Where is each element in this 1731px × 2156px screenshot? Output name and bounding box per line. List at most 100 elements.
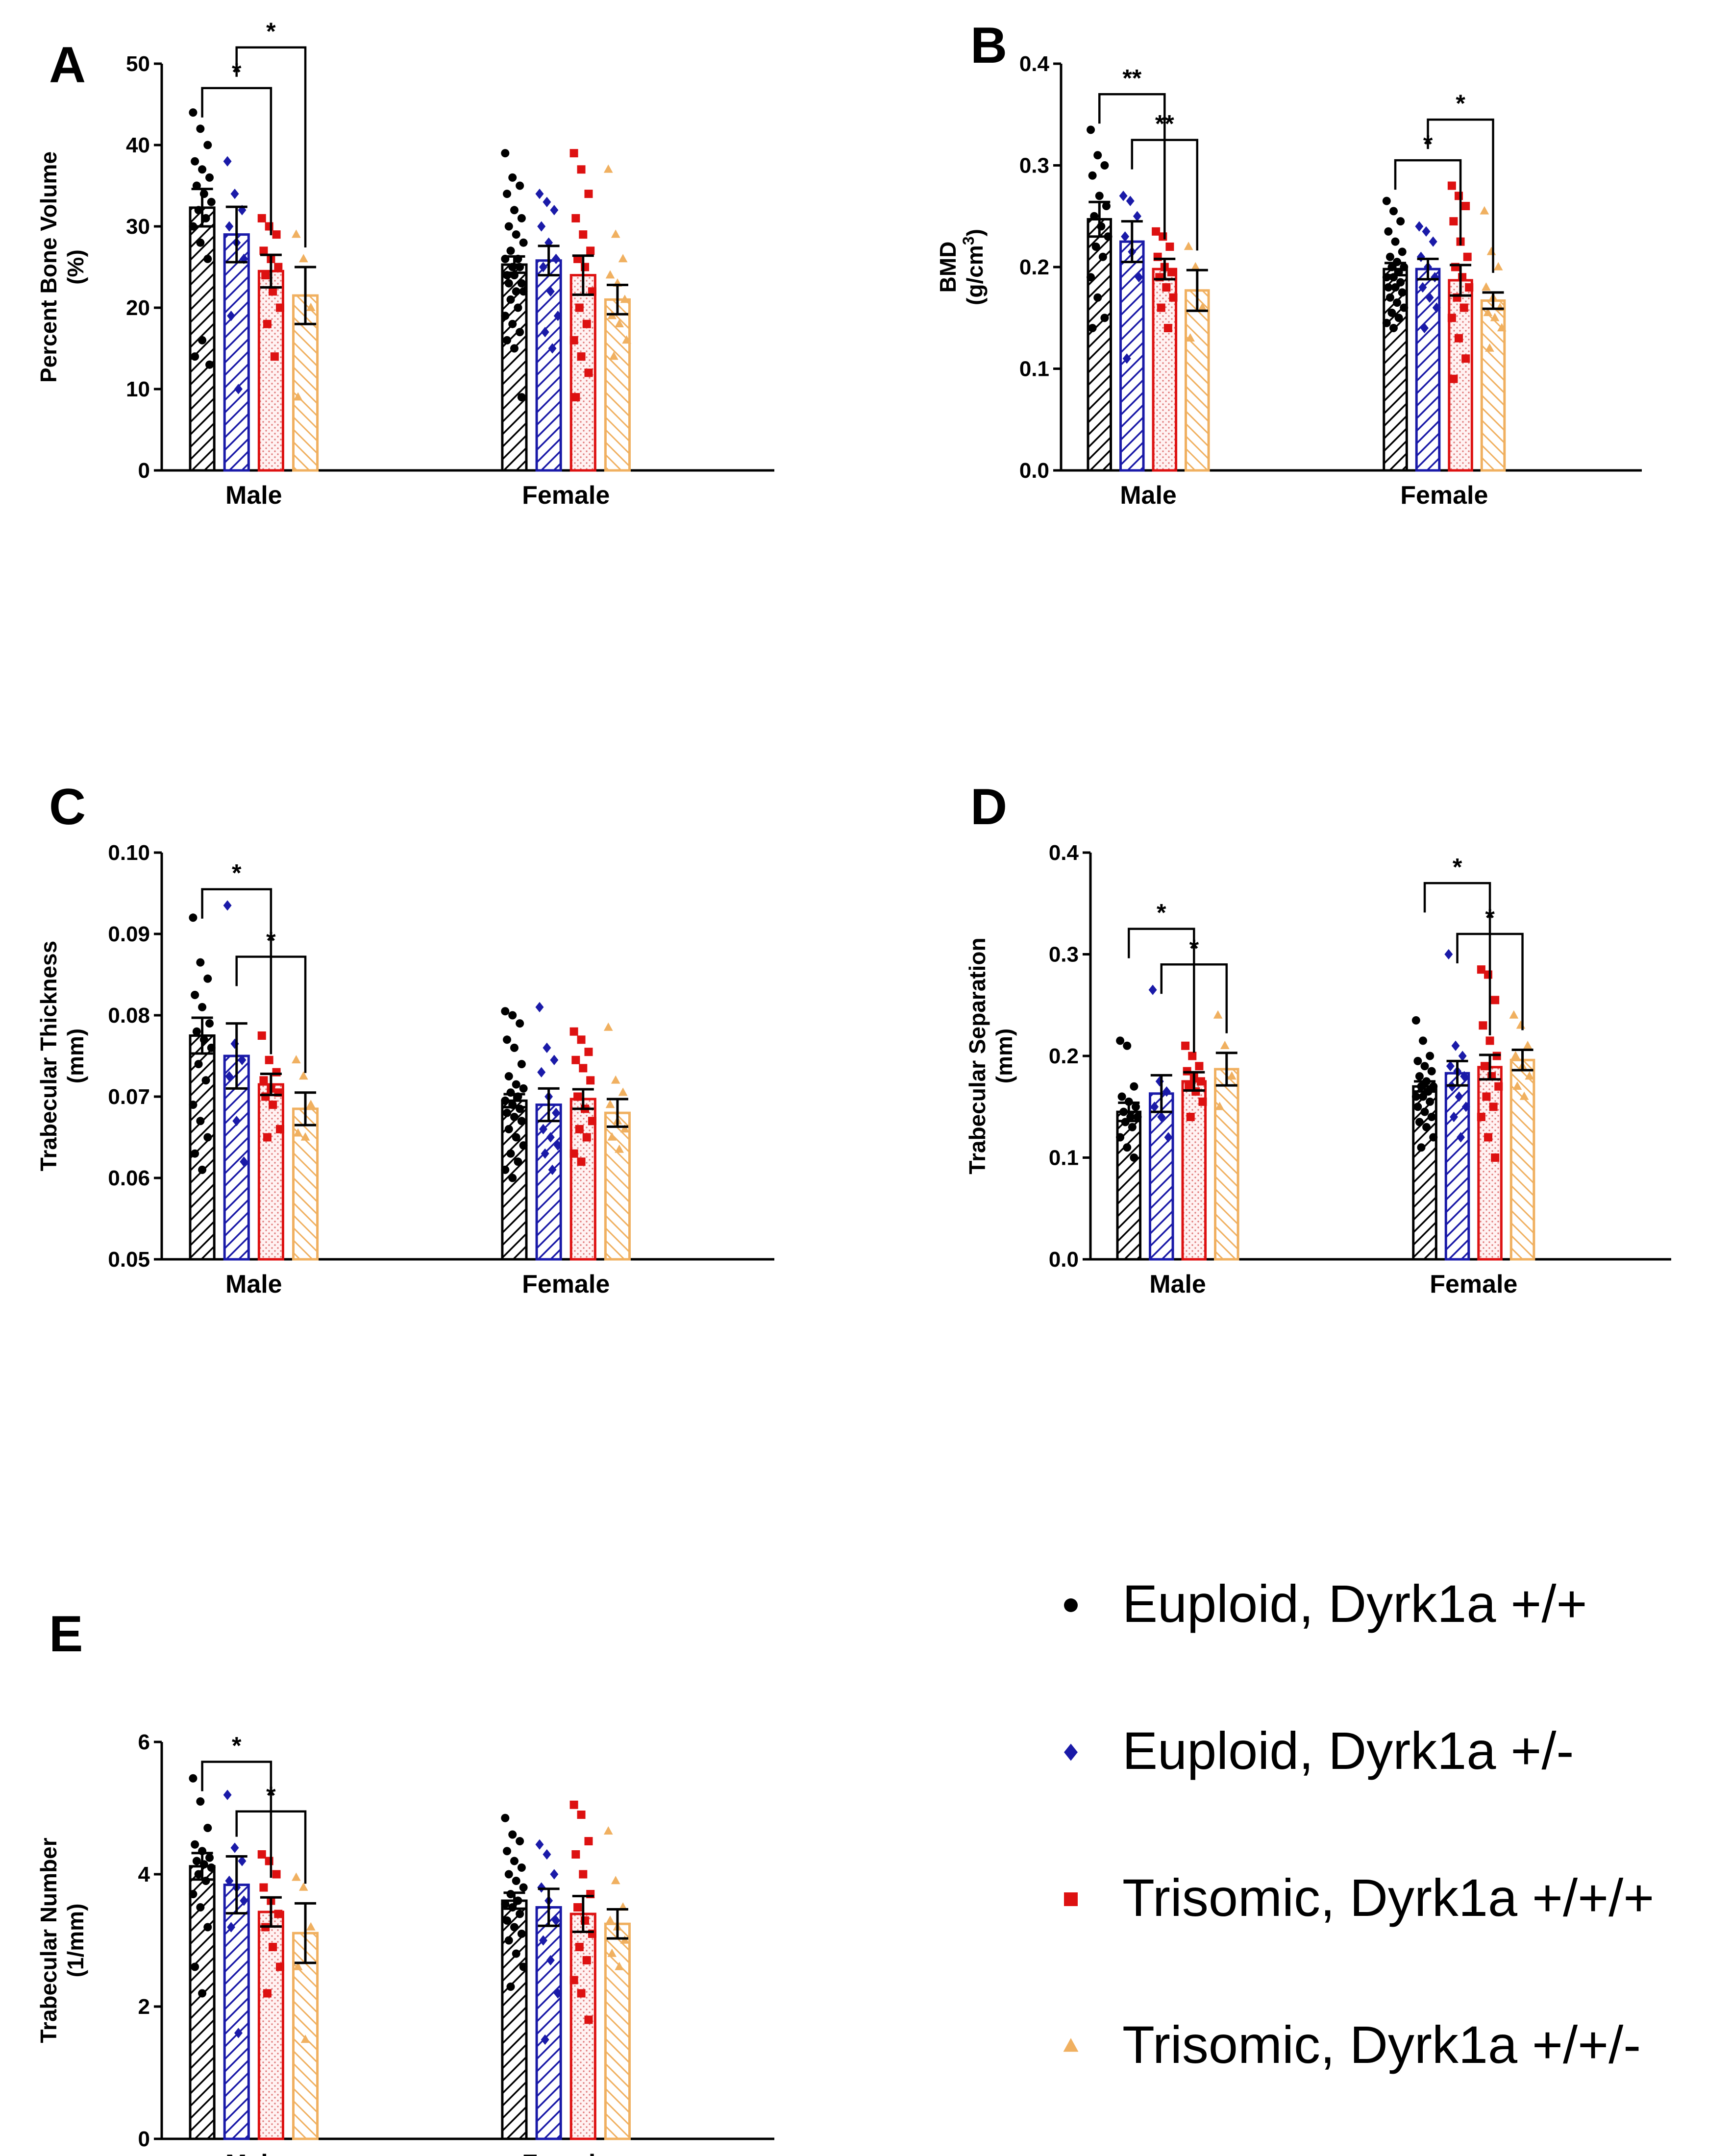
panel-letter-d: D	[970, 779, 1007, 835]
data-point	[1497, 323, 1507, 332]
data-point	[203, 254, 212, 263]
data-point	[541, 327, 549, 338]
data-point	[293, 1128, 303, 1137]
data-point	[510, 1857, 519, 1865]
data-point	[517, 393, 526, 402]
data-point	[575, 303, 584, 312]
data-point	[225, 221, 234, 232]
data-point	[196, 958, 205, 967]
y-axis-title-line1: Percent Bone Volume	[36, 151, 61, 383]
data-point	[261, 271, 270, 280]
data-point	[508, 173, 517, 182]
data-point	[1148, 984, 1157, 995]
panel-c: C 0.05 0.06 0.07 0.08 0.09 0.10 Trabecular Thic…	[36, 779, 774, 1298]
data-point	[1123, 1041, 1132, 1050]
bar-euploid-het-male	[223, 1884, 250, 2140]
bar-trisomic-wt-male	[257, 270, 284, 472]
data-point	[579, 1870, 588, 1879]
data-point	[1512, 1081, 1522, 1090]
data-point	[603, 164, 613, 173]
y-axis-title-line1: Trabecular Number	[36, 1838, 61, 2043]
significance-bracket	[1456, 932, 1524, 1030]
bar-euploid-wt-male	[1087, 218, 1113, 472]
data-point	[501, 1007, 510, 1016]
data-point	[611, 1075, 620, 1084]
data-point	[1186, 1113, 1195, 1121]
y-tick-label: 4	[138, 1862, 150, 1886]
data-point	[569, 1149, 578, 1158]
panel-e: E 0 2 4 6 Trabecular Number(1/mm) Male Female * *	[36, 1606, 774, 2156]
data-point	[569, 1976, 578, 1984]
data-point	[194, 206, 203, 215]
data-point	[1128, 1123, 1137, 1131]
data-point	[1444, 949, 1453, 960]
data-point	[1133, 211, 1141, 221]
significance-bracket	[1427, 118, 1494, 273]
data-point	[575, 1943, 584, 1951]
data-point	[553, 1140, 562, 1151]
legend-marker-euploid-het	[1064, 1743, 1078, 1761]
legend-label-trisomic-wt: Trisomic, Dyrk1a +/+/+	[1122, 1868, 1654, 1927]
data-point	[1102, 202, 1111, 210]
data-point	[1088, 324, 1097, 332]
data-point	[603, 1826, 613, 1835]
data-point	[1186, 333, 1195, 342]
data-point	[543, 1849, 551, 1860]
data-point	[1087, 125, 1095, 134]
data-point	[550, 1869, 559, 1880]
data-point	[234, 2028, 243, 2038]
data-point	[272, 1870, 281, 1879]
data-point	[1227, 1071, 1236, 1080]
data-point	[1482, 1092, 1491, 1101]
data-point	[512, 1877, 520, 1885]
data-point	[1188, 1052, 1197, 1060]
data-point	[519, 1962, 528, 1971]
data-point	[1459, 303, 1468, 312]
data-point	[571, 1055, 580, 1064]
data-point	[1463, 252, 1472, 261]
bar-trisomic-wt-male	[257, 1083, 284, 1261]
data-point	[575, 1125, 584, 1133]
y-tick-label: 50	[126, 52, 150, 76]
data-point	[506, 1983, 515, 1991]
y-axis-title-line1: Trabecular Thickness	[36, 941, 61, 1171]
data-point	[573, 1092, 582, 1101]
data-point	[512, 1080, 520, 1089]
data-point	[546, 1955, 555, 1966]
data-point	[1458, 1051, 1467, 1061]
legend-label-trisomic-het: Trisomic, Dyrk1a +/+/-	[1122, 2015, 1641, 2074]
data-point	[198, 1003, 207, 1011]
data-point	[1391, 283, 1400, 292]
y-tick-label: 0.07	[108, 1085, 150, 1109]
data-point	[569, 149, 578, 158]
data-point	[503, 1847, 512, 1856]
data-point	[1455, 1091, 1463, 1102]
data-point	[265, 1055, 273, 1064]
data-point	[1455, 334, 1463, 343]
data-point	[1116, 1133, 1125, 1142]
significance-label: *	[1453, 853, 1462, 881]
data-point	[196, 1903, 205, 1911]
y-tick-label: 20	[126, 296, 150, 320]
data-point	[1416, 251, 1425, 262]
data-point	[1098, 252, 1107, 261]
data-point	[548, 343, 557, 354]
data-point	[569, 336, 578, 344]
data-point	[577, 165, 586, 174]
data-point	[1418, 282, 1427, 293]
legend-label-euploid-het: Euploid, Dyrk1a +/-	[1122, 1721, 1574, 1780]
significance-bracket	[235, 1810, 307, 1884]
data-point	[615, 1144, 624, 1153]
y-tick-label: 0.1	[1049, 1146, 1079, 1170]
data-point	[1385, 293, 1394, 302]
data-point	[543, 1042, 551, 1054]
data-point	[1093, 293, 1102, 302]
data-point	[298, 254, 308, 263]
data-point	[571, 214, 580, 222]
data-point	[582, 319, 591, 328]
data-point	[1417, 1143, 1426, 1152]
significance-bracket	[201, 1761, 272, 1878]
data-point	[191, 157, 199, 166]
significance-label: *	[1485, 904, 1495, 931]
